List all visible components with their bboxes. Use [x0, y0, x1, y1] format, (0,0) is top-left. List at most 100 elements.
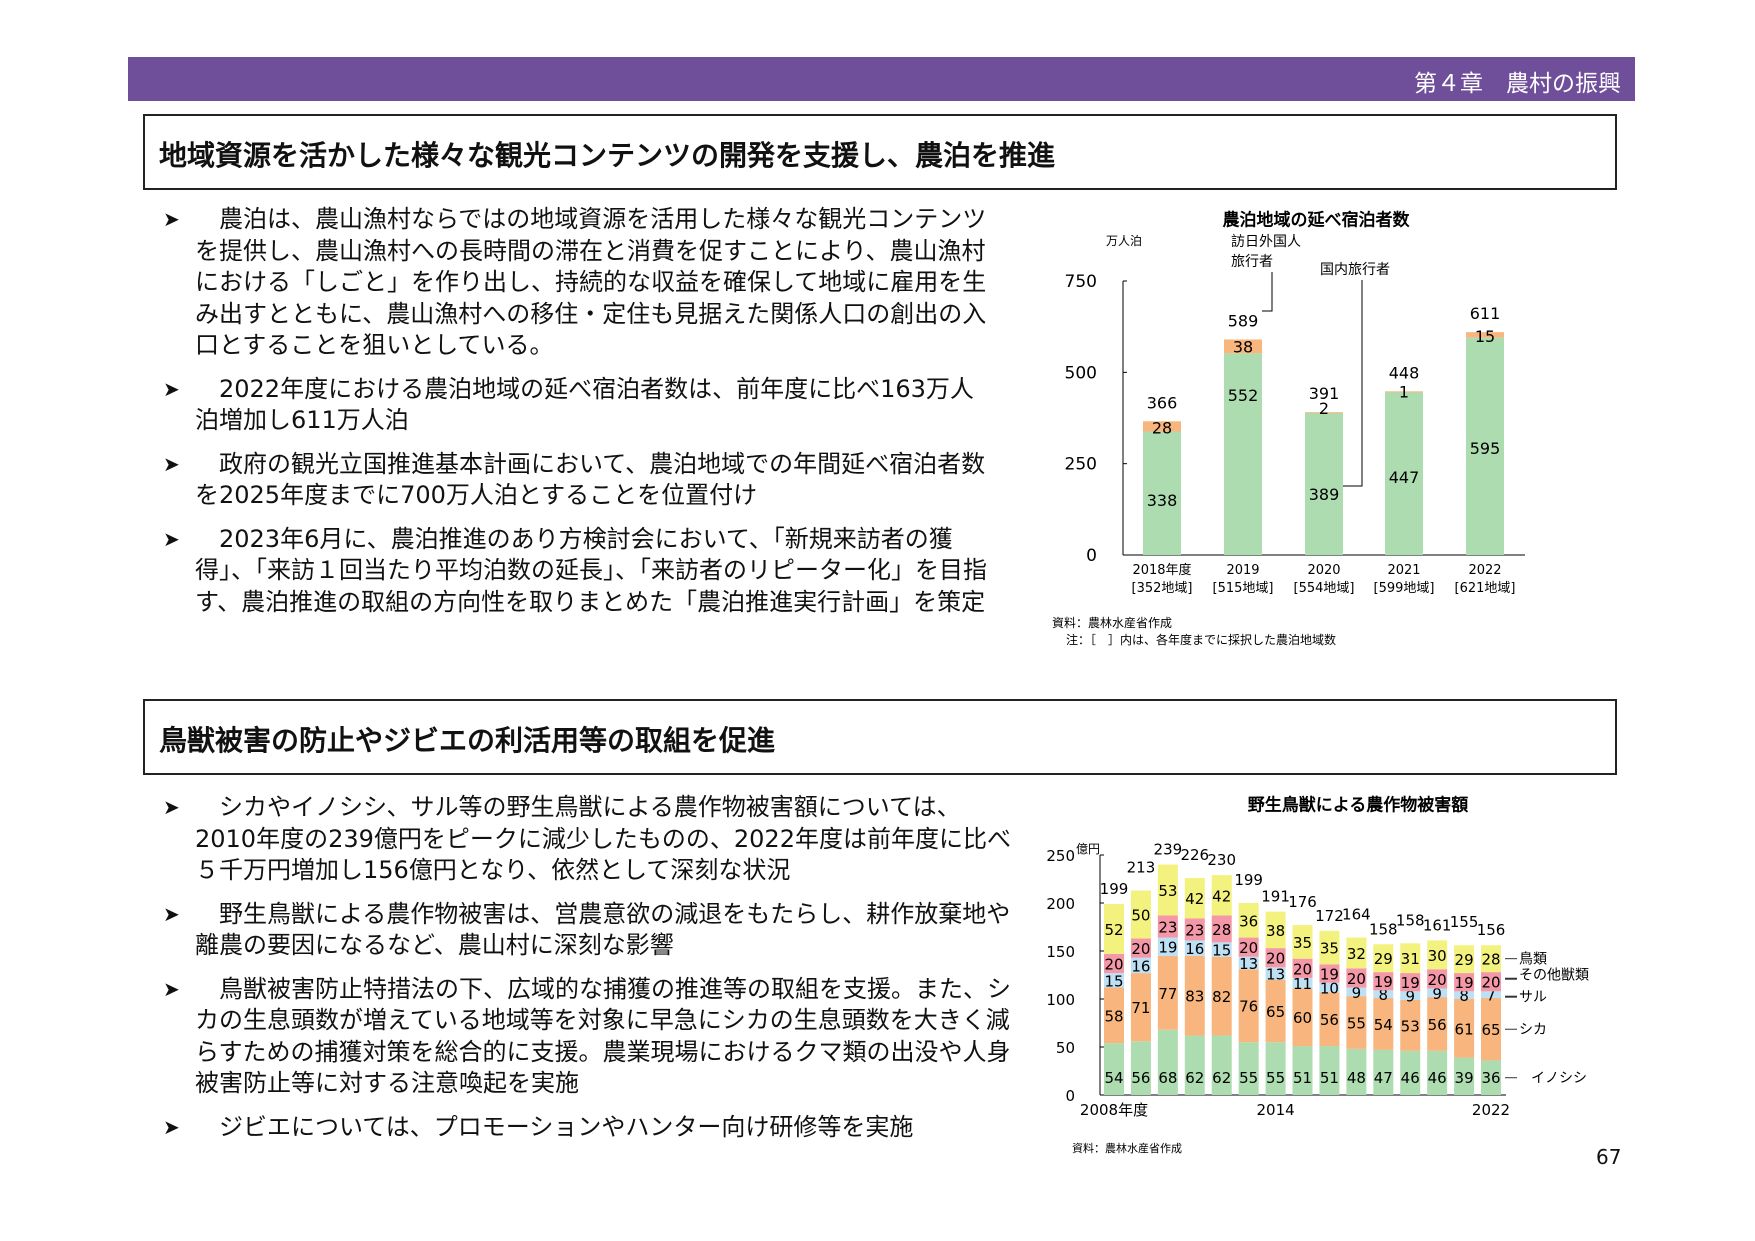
data-label-foreign: 38 [1233, 337, 1253, 356]
section2-bullets: ➤ シカやイノシシ、サル等の野生鳥獣による農作物被害額については、2010年度の2… [163, 792, 1013, 1155]
y-axis-unit: 億円 [1076, 842, 1100, 856]
data-label: 8 [1379, 986, 1389, 1004]
data-label-total: 226 [1180, 846, 1209, 864]
bar-segment-4 [1373, 944, 1394, 973]
section1-title-box: 地域資源を活かした様々な観光コンテンツの開発を支援し、農泊を推進 [143, 114, 1617, 190]
data-label: 35 [1293, 934, 1312, 952]
data-label-total: 230 [1207, 851, 1236, 869]
arrowhead-bullet-icon: ➤ [163, 795, 180, 819]
bar-segment-1 [1400, 999, 1421, 1051]
data-label: 38 [1266, 922, 1285, 940]
data-label: 19 [1374, 973, 1393, 991]
bullet-text: 政府の観光立国推進基本計画において、農泊地域での年間延べ宿泊者数を2025年度ま… [195, 449, 986, 510]
y-tick-label: 100 [1046, 991, 1075, 1009]
arrowhead-bullet-icon: ➤ [163, 526, 180, 551]
bar-foreign [1143, 421, 1181, 432]
data-label: 19 [1320, 966, 1339, 984]
bar-segment-3 [1130, 938, 1151, 958]
data-label: 19 [1401, 974, 1420, 992]
bar-segment-0 [1104, 1043, 1124, 1095]
data-label: 46 [1428, 1069, 1447, 1087]
data-label-total: 199 [1100, 880, 1129, 898]
bar-segment-1 [1373, 998, 1394, 1050]
bar-domestic [1305, 412, 1343, 555]
data-label: 68 [1158, 1069, 1177, 1087]
data-label: 39 [1455, 1069, 1474, 1087]
bullet-item: ➤ 鳥獣被害防止特措法の下、広域的な捕獲の推進等の取組を支援。また、シカの生息頭数… [163, 974, 1013, 1100]
data-label: 9 [1352, 984, 1362, 1002]
bullet-text: シカやイノシシ、サル等の野生鳥獣による農作物被害額については、2010年度の23… [195, 793, 1011, 884]
data-label: 42 [1185, 890, 1204, 908]
data-label: 29 [1455, 951, 1474, 969]
data-label-total: 448 [1389, 363, 1420, 382]
bar-foreign [1385, 391, 1423, 393]
bullet-item: ➤ 野生鳥獣による農作物被害は、営農意欲の減退をもたらし、耕作放棄地や離農の要因に… [163, 899, 1013, 962]
bar-segment-3 [1427, 969, 1448, 989]
bar-segment-1 [1427, 997, 1448, 1051]
bar-foreign [1305, 412, 1343, 414]
bar-segment-3 [1238, 937, 1259, 957]
data-label: 77 [1158, 985, 1177, 1003]
data-label: 20 [1266, 950, 1285, 968]
x-tick-label: 2022 [1472, 1101, 1510, 1119]
bullet-text: ジビエについては、プロモーションやハンター向け研修等を実施 [219, 1112, 914, 1141]
data-label: 20 [1347, 970, 1366, 988]
section1-bullets: ➤ 農泊は、農山漁村ならではの地域資源を活用した様々な観光コンテンツを提供し、農山… [163, 204, 993, 630]
bar-segment-2 [1211, 942, 1232, 957]
legend-foreign-line1: 訪日外国人 [1231, 234, 1301, 250]
bar-segment-1 [1292, 988, 1313, 1047]
data-label-total: 155 [1450, 913, 1479, 931]
y-tick-label: 250 [1046, 847, 1075, 865]
data-label: 58 [1104, 1007, 1123, 1025]
bar-segment-3 [1184, 918, 1205, 941]
bar-segment-1 [1157, 955, 1178, 1030]
data-label: 62 [1185, 1069, 1204, 1087]
bar-segment-2 [1157, 937, 1178, 956]
data-label: 46 [1401, 1069, 1420, 1087]
bar-segment-1 [1130, 973, 1151, 1042]
x-tick-note: [599地域] [1374, 581, 1435, 596]
data-label: 15 [1104, 972, 1123, 990]
bar-segment-4 [1211, 875, 1232, 916]
bar-segment-2 [1427, 988, 1448, 998]
bar-segment-1 [1319, 992, 1340, 1047]
x-tick-label: 2019 [1226, 563, 1259, 578]
data-label: 55 [1347, 1015, 1366, 1033]
data-label: 55 [1239, 1069, 1258, 1087]
data-label: 51 [1293, 1069, 1312, 1087]
data-label: 9 [1405, 988, 1415, 1006]
bar-segment-3 [1292, 958, 1313, 978]
data-label-total: 366 [1147, 393, 1178, 412]
data-label: 20 [1481, 974, 1500, 992]
bar-segment-1 [1481, 998, 1502, 1061]
bar-segment-0 [1346, 1048, 1367, 1095]
data-label: 15 [1212, 942, 1231, 960]
data-label: 51 [1320, 1069, 1339, 1087]
bullet-text: 野生鳥獣による農作物被害は、営農意欲の減退をもたらし、耕作放棄地や離農の要因にな… [195, 899, 1011, 960]
bar-segment-0 [1238, 1042, 1259, 1095]
bar-segment-3 [1481, 972, 1502, 992]
chapter-title: 第４章 農村の振興 [1414, 71, 1621, 97]
data-label: 20 [1293, 960, 1312, 978]
bar-segment-1 [1346, 996, 1367, 1049]
bullet-item: ➤ 2023年6月に、農泊推進のあり方検討会において、「新規来訪者の獲得」、「来訪… [163, 524, 993, 619]
data-label: 56 [1131, 1069, 1150, 1087]
data-label: 19 [1158, 939, 1177, 957]
data-label: 7 [1486, 987, 1496, 1005]
data-label: 20 [1131, 940, 1150, 958]
chart-source: 資料：農林水産省作成 [1072, 1141, 1182, 1155]
bar-segment-2 [1346, 987, 1367, 997]
legend-label: シカ [1519, 1022, 1547, 1038]
bar-segment-4 [1346, 937, 1367, 969]
data-label: 76 [1239, 998, 1258, 1016]
data-label: 36 [1239, 912, 1258, 930]
bullet-item: ➤ 農泊は、農山漁村ならではの地域資源を活用した様々な観光コンテンツを提供し、農山… [163, 204, 993, 362]
data-label-domestic: 552 [1228, 386, 1259, 405]
y-tick-label: 200 [1046, 895, 1075, 913]
bar-segment-1 [1104, 987, 1124, 1044]
legend-domestic: 国内旅行者 [1320, 262, 1390, 278]
page-number: 67 [1596, 1145, 1622, 1169]
bar-domestic [1385, 391, 1423, 555]
bar-segment-0 [1454, 1057, 1475, 1095]
